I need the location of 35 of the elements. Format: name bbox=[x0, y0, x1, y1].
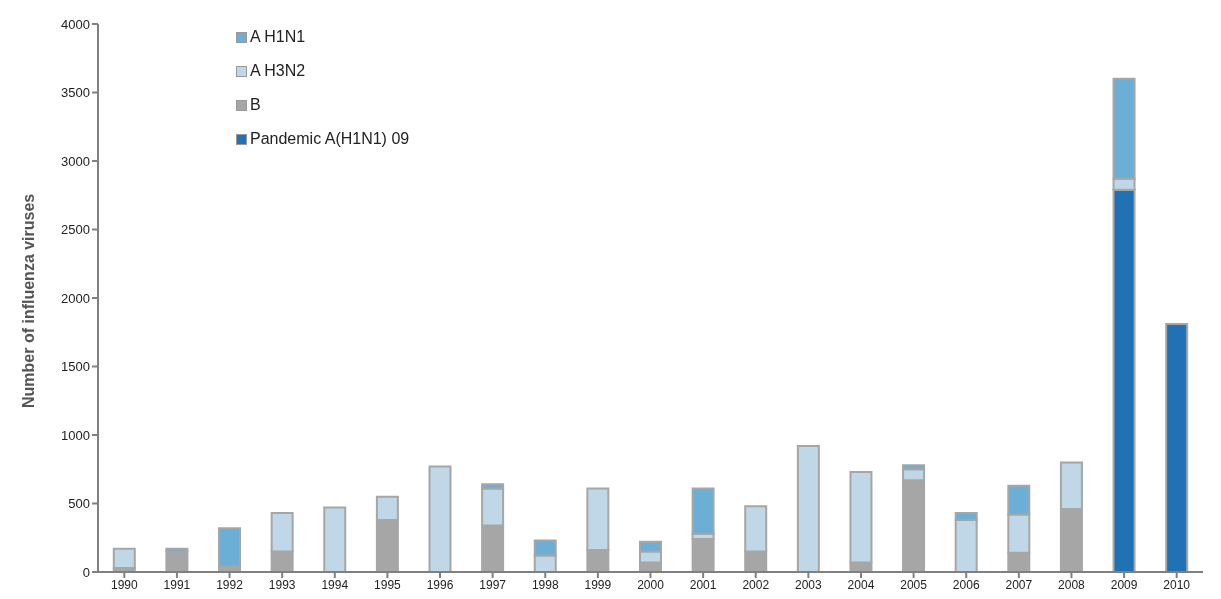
x-tick-label: 1996 bbox=[426, 577, 454, 592]
x-tick-label: 2010 bbox=[1163, 577, 1191, 592]
x-tick-label: 1997 bbox=[479, 577, 507, 592]
legend-label: B bbox=[250, 96, 261, 114]
x-tick-label: 2007 bbox=[1005, 577, 1033, 592]
x-tick-label: 2001 bbox=[689, 577, 717, 592]
legend-label: A H3N2 bbox=[250, 62, 306, 80]
x-tick-label: 1990 bbox=[110, 577, 138, 592]
x-tick-label: 1995 bbox=[374, 577, 402, 592]
y-tick-label: 3000 bbox=[61, 153, 90, 169]
x-tick-label: 1998 bbox=[531, 577, 559, 592]
x-tick-label: 2000 bbox=[637, 577, 665, 592]
x-tick-label: 2008 bbox=[1058, 577, 1086, 592]
x-tick-label: 2005 bbox=[900, 577, 928, 592]
x-tick-label: 1994 bbox=[321, 577, 349, 592]
y-tick-label: 1500 bbox=[61, 359, 90, 375]
x-tick-label: 1991 bbox=[163, 577, 191, 592]
x-tick-label: 2003 bbox=[795, 577, 823, 592]
x-tick-label: 1999 bbox=[584, 577, 612, 592]
x-tick-label: 1993 bbox=[268, 577, 296, 592]
legend-label: Pandemic A(H1N1) 09 bbox=[250, 130, 410, 148]
y-tick-label: 3500 bbox=[61, 85, 90, 101]
legend-label: A H1N1 bbox=[250, 28, 306, 46]
y-axis-title: Number of influenza viruses bbox=[19, 193, 37, 408]
y-tick-label: 0 bbox=[82, 564, 90, 580]
x-tick-label: 2009 bbox=[1110, 577, 1138, 592]
y-tick-label: 2500 bbox=[61, 222, 90, 238]
y-tick-label: 2000 bbox=[61, 290, 90, 306]
x-tick-label: 2006 bbox=[952, 577, 980, 592]
y-tick-label: 4000 bbox=[61, 16, 90, 32]
x-tick-label: 2004 bbox=[847, 577, 875, 592]
x-tick-label: 1992 bbox=[216, 577, 244, 592]
x-tick-label: 2002 bbox=[742, 577, 770, 592]
y-tick-label: 500 bbox=[68, 496, 90, 512]
y-tick-label: 1000 bbox=[61, 427, 90, 443]
